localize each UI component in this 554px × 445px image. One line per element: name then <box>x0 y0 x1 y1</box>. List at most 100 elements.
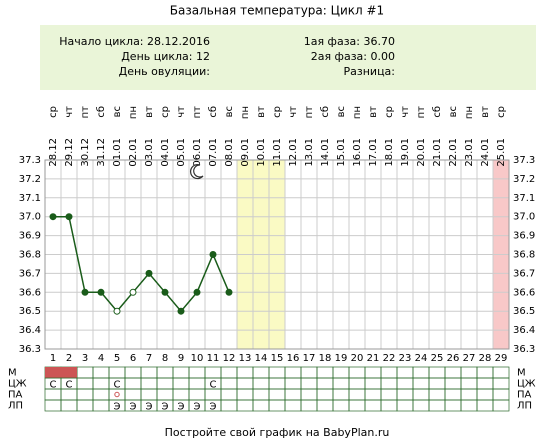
date-label: 11.01 <box>272 138 283 167</box>
cell-text: С <box>50 380 57 391</box>
weekday-label: пн <box>128 106 139 119</box>
date-label: 30.12 <box>80 138 91 167</box>
weekday-label: пт <box>192 106 203 119</box>
info-left: День овуляции: <box>119 65 210 78</box>
weekday-label: пт <box>416 106 427 119</box>
x-tick-label: 9 <box>178 353 184 364</box>
date-label: 23.01 <box>464 138 475 167</box>
x-tick-label: 15 <box>271 353 284 364</box>
temperature-point <box>113 307 121 315</box>
date-label: 17.01 <box>368 138 379 167</box>
date-label: 24.01 <box>480 138 491 167</box>
date-label: 21.01 <box>432 138 443 167</box>
date-label: 25.01 <box>496 138 507 167</box>
temperature-point <box>193 288 201 296</box>
footer: Постройте свой график на BabyPlan.ru <box>165 426 390 439</box>
menstruation-cell <box>61 367 77 378</box>
menstruation-cell <box>45 367 61 378</box>
y-tick-label-right: 36.9 <box>513 231 535 242</box>
weekday-label: чт <box>176 106 187 118</box>
weekday-label: вт <box>144 106 155 118</box>
x-tick-label: 26 <box>447 353 460 364</box>
y-tick-label-right: 36.3 <box>513 344 535 355</box>
x-tick-label: 13 <box>239 353 252 364</box>
y-tick-label-right: 37.3 <box>513 155 535 166</box>
info-left: Начало цикла: 28.12.2016 <box>59 35 210 48</box>
y-tick-label: 37.2 <box>19 174 41 185</box>
info-left: День цикла: 12 <box>121 50 210 63</box>
cell-text: Э <box>194 402 201 413</box>
y-tick-label: 37.1 <box>19 193 41 204</box>
date-label: 18.01 <box>384 138 395 167</box>
cell-text: Э <box>146 402 153 413</box>
date-label: 31.12 <box>96 138 107 167</box>
y-tick-label: 36.4 <box>19 325 41 336</box>
info-right: 2ая фаза: 0.00 <box>311 50 395 63</box>
weekday-label: ср <box>384 106 395 118</box>
weekday-label: сб <box>320 106 331 118</box>
y-tick-label-right: 36.4 <box>513 325 535 336</box>
x-tick-label: 3 <box>82 353 88 364</box>
date-label: 13.01 <box>304 138 315 167</box>
temperature-point <box>129 288 137 296</box>
y-tick-label: 36.9 <box>19 231 41 242</box>
date-label: 01.01 <box>112 138 123 167</box>
weekday-label: сб <box>208 106 219 118</box>
x-tick-label: 17 <box>303 353 316 364</box>
x-tick-label: 6 <box>130 353 136 364</box>
weekday-label: чт <box>288 106 299 118</box>
date-label: 10.01 <box>256 138 267 167</box>
x-tick-label: 11 <box>207 353 220 364</box>
temperature-point <box>97 288 105 296</box>
y-tick-label: 36.8 <box>19 250 41 261</box>
weekday-label: вс <box>112 106 123 117</box>
date-label: 20.01 <box>416 138 427 167</box>
weekday-label: вс <box>448 106 459 117</box>
weekday-label: пн <box>352 106 363 119</box>
x-tick-label: 12 <box>223 353 236 364</box>
weekday-label: ср <box>48 106 59 118</box>
weekday-label: пт <box>80 106 91 119</box>
weekday-label: чт <box>400 106 411 118</box>
temperature-point <box>65 213 73 221</box>
row-label: ЛП <box>8 401 23 412</box>
chart-title: Базальная температура: Цикл #1 <box>170 4 384 18</box>
temperature-point <box>81 288 89 296</box>
info-right: 1ая фаза: 36.70 <box>304 35 395 48</box>
y-tick-label: 36.5 <box>19 306 41 317</box>
weekday-label: вт <box>480 106 491 118</box>
x-tick-label: 19 <box>335 353 348 364</box>
temperature-point <box>49 213 57 221</box>
x-tick-label: 2 <box>66 353 72 364</box>
x-tick-label: 25 <box>431 353 444 364</box>
x-tick-label: 27 <box>463 353 476 364</box>
date-label: 14.01 <box>320 138 331 167</box>
x-tick-label: 29 <box>495 353 508 364</box>
plot-frame <box>44 159 510 350</box>
date-label: 19.01 <box>400 138 411 167</box>
y-tick-label: 36.6 <box>19 287 41 298</box>
x-tick-label: 4 <box>98 353 104 364</box>
y-tick-label-right: 37.0 <box>513 212 535 223</box>
date-label: 06.01 <box>192 138 203 167</box>
temperature-point <box>161 288 169 296</box>
date-label: 15.01 <box>336 138 347 167</box>
cell-text: Э <box>178 402 185 413</box>
weekday-label: сб <box>432 106 443 118</box>
temperature-point <box>225 288 233 296</box>
x-tick-label: 16 <box>287 353 300 364</box>
temperature-point <box>209 251 217 258</box>
weekday-label: сб <box>96 106 107 118</box>
weekday-label: пт <box>304 106 315 119</box>
y-tick-label-right: 36.8 <box>513 250 535 261</box>
weekday-label: ср <box>272 106 283 118</box>
table-cell <box>492 399 510 412</box>
weekday-label: вс <box>224 106 235 117</box>
x-tick-label: 20 <box>351 353 364 364</box>
cell-text: Э <box>210 402 217 413</box>
date-label: 04.01 <box>160 138 171 167</box>
weekday-label: чт <box>64 106 75 118</box>
date-label: 28.12 <box>48 138 59 167</box>
date-label: 22.01 <box>448 138 459 167</box>
